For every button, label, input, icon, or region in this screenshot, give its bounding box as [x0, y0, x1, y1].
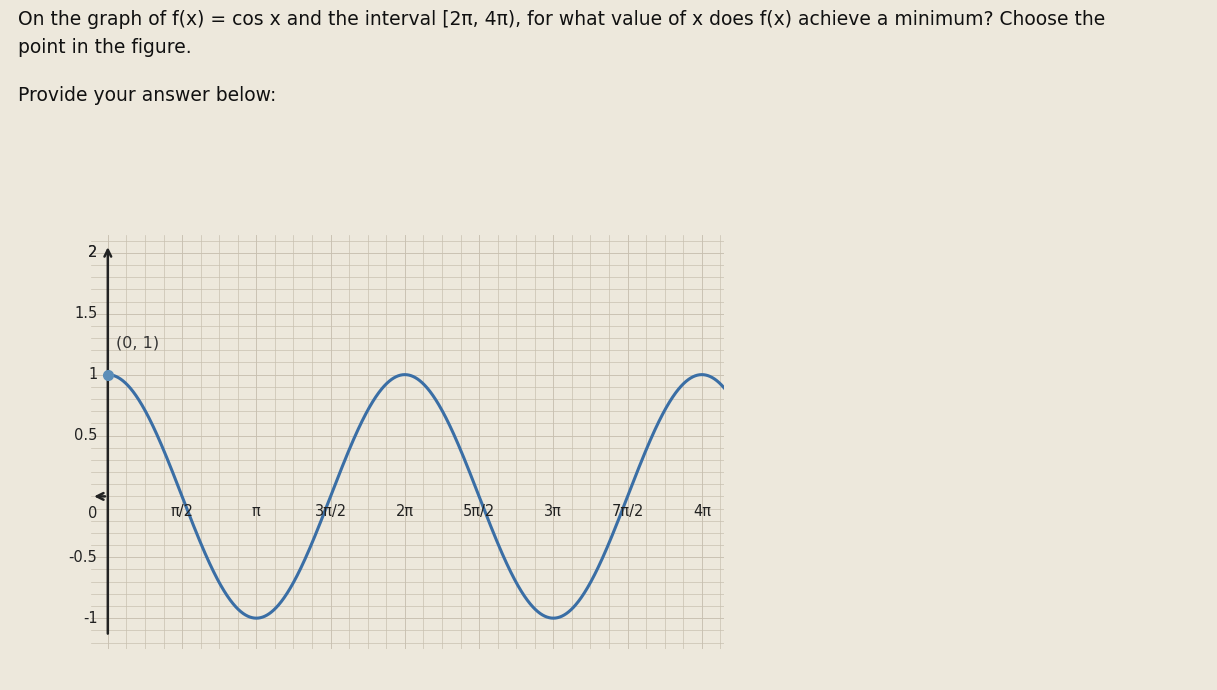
Text: -0.5: -0.5	[68, 550, 97, 565]
Text: 2: 2	[88, 246, 97, 260]
Text: 2π: 2π	[396, 504, 414, 519]
Text: 7π/2: 7π/2	[611, 504, 644, 519]
Text: 3π: 3π	[544, 504, 562, 519]
Text: 0.5: 0.5	[74, 428, 97, 443]
Text: π: π	[252, 504, 260, 519]
Text: On the graph of f(x) = cos x and the interval [2π, 4π), for what value of x does: On the graph of f(x) = cos x and the int…	[18, 10, 1105, 30]
Text: (0, 1): (0, 1)	[117, 336, 159, 351]
Text: 3π/2: 3π/2	[314, 504, 347, 519]
Text: 5π/2: 5π/2	[462, 504, 495, 519]
Text: 1: 1	[88, 367, 97, 382]
Text: 1.5: 1.5	[74, 306, 97, 322]
Text: Provide your answer below:: Provide your answer below:	[18, 86, 276, 106]
Text: 4π: 4π	[692, 504, 711, 519]
Text: -1: -1	[83, 611, 97, 626]
Text: 2: 2	[88, 246, 97, 260]
Text: 0: 0	[88, 506, 97, 521]
Text: point in the figure.: point in the figure.	[18, 38, 192, 57]
Text: π/2: π/2	[170, 504, 194, 519]
